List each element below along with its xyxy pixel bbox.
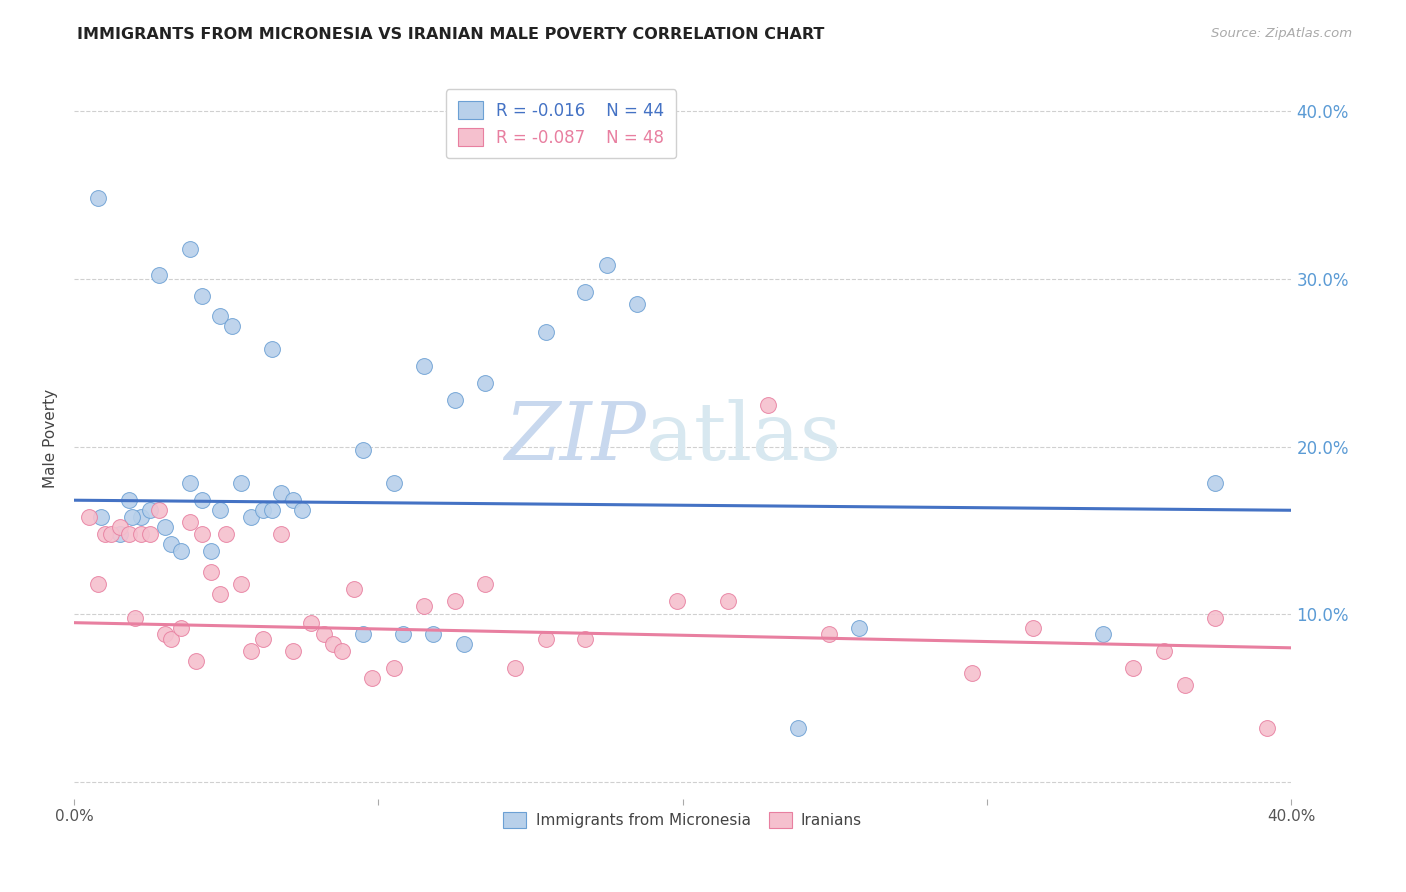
Point [382, 476, 405, 491]
Point [283, 493, 305, 508]
Point [179, 476, 201, 491]
Point [1153, 644, 1175, 658]
Point [239, 510, 262, 524]
Point [756, 398, 779, 412]
Point [169, 621, 191, 635]
Point [474, 376, 496, 390]
Point [322, 638, 344, 652]
Point [108, 520, 131, 534]
Point [252, 632, 274, 647]
Point [93, 526, 115, 541]
Point [252, 503, 274, 517]
Point [361, 671, 384, 685]
Point [312, 627, 335, 641]
Point [169, 543, 191, 558]
Point [139, 503, 162, 517]
Point [443, 594, 465, 608]
Point [270, 526, 292, 541]
Point [1174, 678, 1197, 692]
Point [443, 392, 465, 407]
Point [382, 661, 405, 675]
Point [1022, 621, 1045, 635]
Point [343, 582, 366, 596]
Point [209, 309, 232, 323]
Point [200, 566, 222, 580]
Point [215, 526, 238, 541]
Y-axis label: Male Poverty: Male Poverty [44, 389, 58, 488]
Point [118, 526, 141, 541]
Point [200, 543, 222, 558]
Point [717, 594, 740, 608]
Point [283, 644, 305, 658]
Point [231, 577, 253, 591]
Point [534, 632, 557, 647]
Point [90, 510, 112, 524]
Point [270, 486, 292, 500]
Point [505, 661, 527, 675]
Point [155, 520, 177, 534]
Point [191, 493, 214, 508]
Point [191, 526, 214, 541]
Point [352, 627, 374, 641]
Point [221, 318, 243, 333]
Text: ZIP: ZIP [505, 400, 647, 477]
Point [129, 510, 152, 524]
Point [391, 627, 413, 641]
Point [239, 644, 262, 658]
Point [100, 526, 122, 541]
Text: IMMIGRANTS FROM MICRONESIA VS IRANIAN MALE POVERTY CORRELATION CHART: IMMIGRANTS FROM MICRONESIA VS IRANIAN MA… [77, 27, 825, 42]
Point [139, 526, 162, 541]
Point [574, 632, 596, 647]
Point [108, 526, 131, 541]
Point [1122, 661, 1144, 675]
Point [260, 343, 283, 357]
Point [453, 638, 475, 652]
Point [413, 599, 436, 613]
Point [160, 537, 183, 551]
Point [118, 493, 141, 508]
Point [155, 627, 177, 641]
Point [191, 288, 214, 302]
Point [1204, 476, 1226, 491]
Point [413, 359, 436, 373]
Point [179, 242, 201, 256]
Point [596, 258, 619, 272]
Point [534, 326, 557, 340]
Point [260, 503, 283, 517]
Point [87, 191, 110, 205]
Point [787, 722, 810, 736]
Point [124, 610, 146, 624]
Point [1204, 610, 1226, 624]
Point [474, 577, 496, 591]
Point [184, 654, 207, 668]
Point [352, 442, 374, 457]
Point [129, 526, 152, 541]
Point [87, 577, 110, 591]
Point [79, 510, 101, 524]
Point [291, 503, 314, 517]
Point [626, 297, 648, 311]
Point [960, 665, 983, 680]
Point [665, 594, 688, 608]
Point [818, 627, 841, 641]
Legend: Immigrants from Micronesia, Iranians: Immigrants from Micronesia, Iranians [498, 805, 868, 835]
Point [848, 621, 870, 635]
Point [1091, 627, 1114, 641]
Point [231, 476, 253, 491]
Point [301, 615, 323, 630]
Point [121, 510, 143, 524]
Point [574, 285, 596, 300]
Point [209, 587, 232, 601]
Point [330, 644, 353, 658]
Point [160, 632, 183, 647]
Point [148, 503, 170, 517]
Text: Source: ZipAtlas.com: Source: ZipAtlas.com [1212, 27, 1353, 40]
Point [1256, 722, 1278, 736]
Point [179, 515, 201, 529]
Point [422, 627, 444, 641]
Point [209, 503, 232, 517]
Text: atlas: atlas [647, 399, 841, 477]
Point [148, 268, 170, 283]
